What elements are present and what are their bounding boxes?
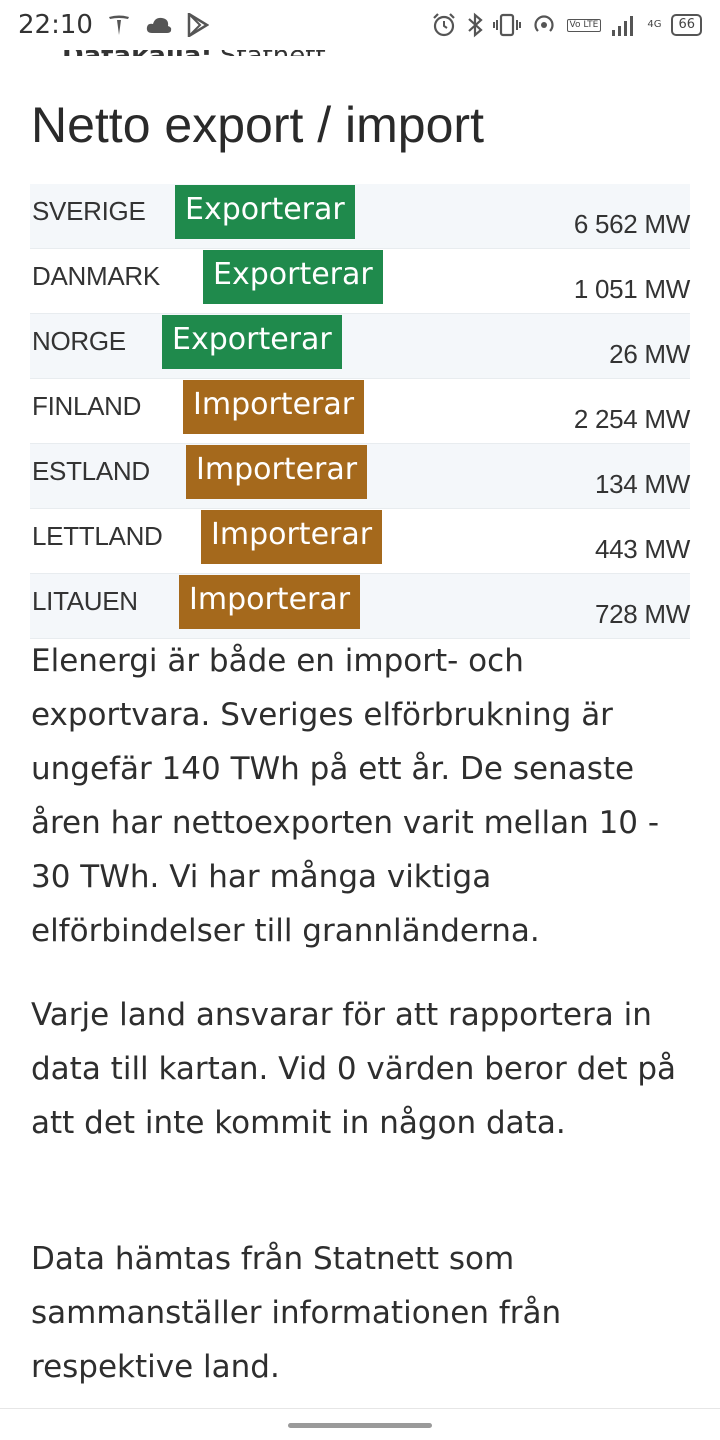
flow-value: 26 MW — [609, 339, 690, 369]
country-name: ESTLAND — [32, 456, 150, 486]
flow-value: 728 MW — [594, 599, 690, 629]
export-badge: Exporterar — [175, 185, 355, 239]
country-name: NORGE — [32, 326, 126, 356]
country-name: FINLAND — [32, 391, 142, 421]
country-name: LITAUEN — [32, 586, 138, 616]
country-name: LETTLAND — [32, 521, 163, 551]
vibrate-icon — [492, 13, 521, 37]
flow-value: 2 254 MW — [573, 404, 690, 434]
flow-value: 6 562 MW — [573, 209, 690, 239]
import-badge: Importerar — [201, 510, 383, 564]
flow-value: 443 MW — [594, 534, 690, 564]
status-bar-left: 22:10 — [18, 10, 209, 40]
import-badge: Importerar — [179, 575, 361, 629]
alarm-icon — [431, 12, 457, 38]
reporting-paragraph: Varje land ansvarar för att rapportera i… — [31, 997, 677, 1141]
country-name: DANMARK — [32, 261, 160, 291]
status-bar-right: Vo LTE 4G 66 — [431, 12, 702, 38]
volte-badge: Vo LTE — [566, 18, 602, 32]
export-badge: Exporterar — [203, 250, 383, 304]
flow-row-estland: ESTLAND Importerar 134 MW — [30, 444, 690, 509]
flow-row-danmark: DANMARK Exporterar 1 051 MW — [30, 249, 690, 314]
gesture-nav-handle[interactable] — [288, 1423, 432, 1428]
flow-row-norge: NORGE Exporterar 26 MW — [30, 314, 690, 379]
flow-row-sverige: SVERIGE Exporterar 6 562 MW — [30, 184, 690, 249]
flow-value: 134 MW — [594, 469, 690, 499]
hotspot-icon — [531, 12, 557, 38]
flow-row-litauen: LITAUEN Importerar 728 MW — [30, 574, 690, 639]
source-paragraph: Data hämtas från Statnett som sammanstäl… — [31, 1241, 562, 1385]
bluetooth-icon — [467, 12, 483, 38]
tesla-icon — [107, 13, 131, 37]
flow-row-finland: FINLAND Importerar 2 254 MW — [30, 379, 690, 444]
signal-strength-icon — [611, 13, 637, 37]
status-time: 22:10 — [18, 10, 93, 40]
country-name: SVERIGE — [32, 196, 146, 226]
flow-row-lettland: LETTLAND Importerar 443 MW — [30, 509, 690, 574]
play-store-icon — [187, 13, 209, 37]
nav-divider — [0, 1408, 720, 1409]
intro-paragraph: Elenergi är både en import- och exportva… — [31, 643, 660, 949]
export-badge: Exporterar — [162, 315, 342, 369]
network-type-label: 4G — [647, 19, 662, 30]
cloud-icon — [145, 15, 173, 35]
status-bar: 22:10 Vo LTE 4G 66 — [0, 0, 720, 50]
flow-value: 1 051 MW — [573, 274, 690, 304]
section-title: Netto export / import — [31, 97, 484, 153]
net-flow-table: SVERIGE Exporterar 6 562 MW DANMARK Expo… — [30, 184, 690, 639]
import-badge: Importerar — [186, 445, 368, 499]
import-badge: Importerar — [183, 380, 365, 434]
battery-indicator: 66 — [671, 14, 702, 36]
